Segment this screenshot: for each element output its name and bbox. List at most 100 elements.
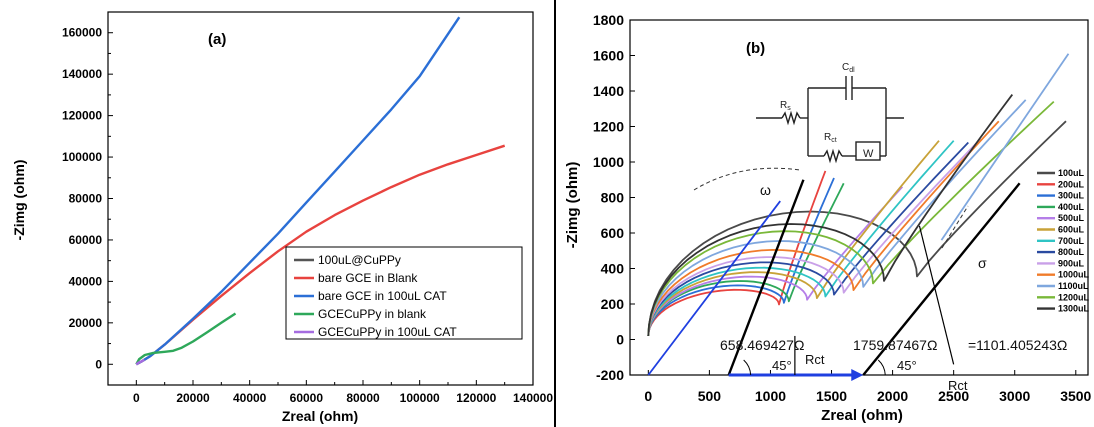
x-tick-label: 40000 [233, 391, 267, 405]
legend-label-1: 100uL@CuPPy [318, 253, 401, 267]
circuit-label-rct: Rct [824, 132, 837, 144]
legend-label-5: 500uL [1058, 213, 1085, 223]
circuit-label-rs: Rs [780, 100, 791, 112]
series-curve-9 [647, 138, 982, 336]
y-tick-label: 0 [616, 332, 624, 348]
legend-label-13: 1300uL [1058, 304, 1090, 314]
x-tick-label: 80000 [346, 391, 380, 405]
series-curve-13 [647, 94, 1014, 336]
panel-a-legend: 100uL@CuPPy bare GCE in Blank bare GCE in … [285, 246, 523, 340]
rct-label-2: Rct [948, 378, 968, 393]
panel-b-axes: 0 500 1000 1500 2000 2500 3000 3500 -200 0 200 400 6… [593, 12, 1092, 404]
y-tick-label: 600 [601, 225, 625, 241]
y-tick-label: 1800 [593, 12, 624, 28]
tangent-line-1 [727, 179, 805, 376]
legend-label-10: 1000uL [1058, 270, 1090, 280]
x-tick-label: 2500 [938, 388, 969, 404]
legend-label-2: bare GCE in Blank [318, 271, 418, 285]
legend-label-6: 600uL [1058, 225, 1085, 235]
y-tick-label: 0 [95, 357, 102, 371]
angle-arc-2 [877, 359, 886, 376]
legend-label-5: GCECuPPy in 100uL CAT [318, 325, 457, 339]
tangent-line-2 [862, 182, 1021, 376]
y-tick-label: 20000 [69, 316, 103, 330]
series-curve-12 [647, 100, 1055, 336]
legend-label-12: 1200uL [1058, 292, 1090, 302]
legend-label-2: 200uL [1058, 179, 1085, 189]
series-curve-6 [647, 140, 940, 336]
x-tick-label: 0 [644, 388, 652, 404]
rct-value-2: 1759.87467Ω [853, 337, 937, 353]
series-curve-7 [647, 140, 955, 336]
y-tick-label: 1600 [593, 48, 624, 64]
y-tick-label: 100000 [62, 150, 102, 164]
omega-arc [693, 167, 801, 191]
y-tick-label: -200 [596, 367, 624, 383]
x-tick-label: 140000 [513, 391, 553, 405]
circuit-labels: Rs Cdl Rct W [780, 62, 874, 160]
y-tick-label: 60000 [69, 233, 103, 247]
series-line-5 [135, 358, 145, 366]
x-tick-label: 60000 [290, 391, 324, 405]
y-tick-label: 1200 [593, 119, 624, 135]
panel-a-label: (a) [208, 31, 226, 48]
y-tick-label: 140000 [62, 67, 102, 81]
rct-label-1: Rct [805, 352, 825, 367]
panel-a: (a) 0 20000 40000 60000 80000 100000 120000 140… [11, 11, 553, 424]
legend-label-8: 800uL [1058, 247, 1085, 257]
x-tick-label: 3000 [999, 388, 1030, 404]
panel-b-y-axis-label: -Zimg (ohm) [564, 162, 581, 249]
series-line-4 [135, 312, 237, 365]
x-tick-label: 2000 [877, 388, 908, 404]
y-tick-label: 80000 [69, 192, 103, 206]
sigma-label: σ [978, 255, 987, 271]
y-tick-label: 400 [601, 261, 625, 277]
rct-difference: =1101.405243Ω [968, 337, 1067, 353]
y-tick-label: 1400 [593, 83, 624, 99]
series-curve-10 [647, 120, 1000, 336]
angle-arc-1 [743, 359, 752, 376]
y-tick-label: 800 [601, 190, 625, 206]
rct-drop-2 [918, 225, 955, 365]
y-tick-label: 160000 [62, 26, 102, 40]
panel-b-label: (b) [746, 40, 765, 57]
panel-a-x-axis-label: Zreal (ohm) [282, 408, 358, 424]
x-tick-label: 100000 [400, 391, 440, 405]
legend-label-4: 400uL [1058, 202, 1085, 212]
legend-label-4: GCECuPPy in blank [318, 307, 427, 321]
panel-b-x-axis-label: Zreal (ohm) [821, 407, 903, 424]
y-tick-label: 40000 [69, 274, 103, 288]
angle-label-1: 45° [772, 358, 792, 373]
series-curve-11 [647, 99, 1027, 336]
blue-diagonal-line [647, 200, 781, 376]
y-tick-label: 1000 [593, 154, 624, 170]
omega-label: ω [760, 182, 771, 198]
panel-b: (b) 0 500 1000 1500 2000 2500 3000 3500 -200 0 200… [564, 12, 1092, 424]
circuit-label-cdl: Cdl [842, 62, 855, 74]
panel-a-y-axis-label: -Zimg (ohm) [11, 160, 27, 241]
x-tick-label: 1000 [755, 388, 786, 404]
panel-a-axes: 0 20000 40000 60000 80000 100000 120000 140000 0… [62, 26, 553, 405]
panel-b-plot-frame [629, 19, 1089, 376]
legend-label-9: 900uL [1058, 258, 1085, 268]
x-tick-label: 0 [133, 391, 140, 405]
legend-label-3: 300uL [1058, 191, 1085, 201]
legend-label-1: 100uL [1058, 168, 1085, 178]
panel-b-annotations: ω σ 658.469427Ω 1759.87467Ω =1101.405243Ω 45°… [647, 167, 1067, 393]
series-tail-extra [940, 53, 1070, 241]
series-curve-1 [647, 120, 1067, 336]
y-tick-label: 120000 [62, 109, 102, 123]
rct-value-1: 658.469427Ω [720, 337, 804, 353]
x-tick-label: 3500 [1060, 388, 1091, 404]
sigma-arc [941, 205, 969, 249]
panel-a-series [135, 16, 506, 366]
legend-label-11: 1100uL [1058, 281, 1089, 291]
panel-b-series [647, 53, 1070, 336]
angle-label-2: 45° [897, 358, 917, 373]
panel-a-legend-box [285, 246, 523, 340]
y-tick-label: 200 [601, 296, 625, 312]
series-curve-3 [647, 177, 835, 336]
circuit-label-w: W [863, 148, 874, 160]
blue-x-arrowhead [851, 369, 864, 381]
